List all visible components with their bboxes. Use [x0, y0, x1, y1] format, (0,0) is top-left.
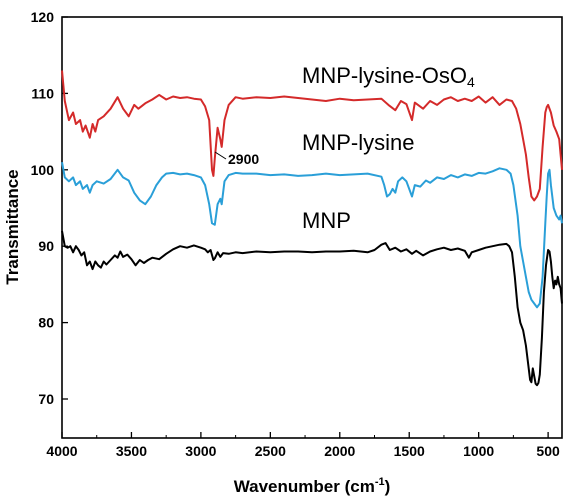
series-line-2: [61, 230, 563, 387]
y-tick-label: 110: [31, 85, 54, 101]
series-lines: [61, 70, 563, 387]
x-tick-label: 1500: [394, 443, 425, 459]
x-tick-label: 4000: [46, 443, 77, 459]
series-label-mnp-lysine-oso4-main: MNP-lysine-OsO: [302, 63, 467, 88]
x-tick-label: 3500: [116, 443, 147, 459]
y-tick-label: 80: [38, 315, 54, 331]
x-axis-title-sup: -1: [375, 476, 385, 488]
y-tick-label: 90: [38, 238, 54, 254]
y-axis-title: Transmittance: [3, 169, 22, 284]
series-label-mnp: MNP: [302, 208, 351, 233]
x-axis-title-end: ): [385, 477, 391, 496]
x-tick-label: 2500: [255, 443, 286, 459]
series-line-1: [61, 162, 563, 309]
series-label-mnp-lysine-oso4-sub: 4: [467, 74, 475, 90]
annotation-pointer: [214, 151, 227, 160]
series-line-0: [61, 70, 563, 202]
x-tick-label: 3000: [185, 443, 216, 459]
axis-ticks: 4000 3500 3000 2500 2000 1500 1000 500 70 80 90 100…: [31, 9, 560, 459]
y-tick-label: 70: [38, 391, 54, 407]
x-axis-title: Wavenumber (cm-1): [234, 476, 391, 496]
x-axis-title-main: Wavenumber (cm: [234, 477, 375, 496]
plot-frame: [61, 16, 563, 439]
series-label-mnp-lysine: MNP-lysine: [302, 130, 414, 155]
y-tick-label: 120: [31, 9, 55, 25]
y-tick-label: 100: [31, 162, 55, 178]
x-tick-label: 1000: [463, 443, 494, 459]
x-tick-label: 2000: [324, 443, 355, 459]
series-label-mnp-lysine-oso4: MNP-lysine-OsO4: [302, 63, 475, 90]
annotation-2900: 2900: [228, 151, 259, 167]
x-tick-label: 500: [536, 443, 560, 459]
